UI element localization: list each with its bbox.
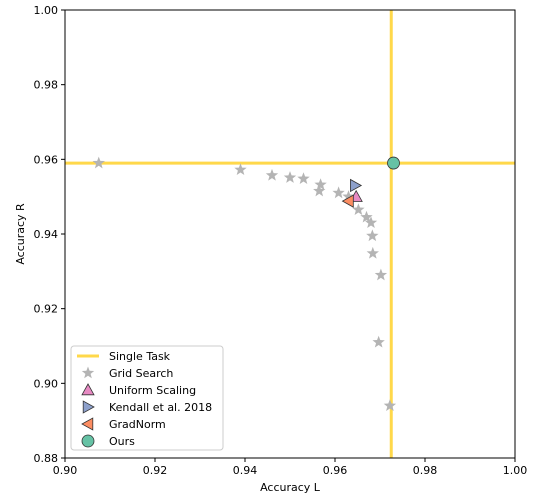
grid-search-point xyxy=(283,171,297,183)
legend-label: Kendall et al. 2018 xyxy=(109,401,212,414)
legend-marker-swatch xyxy=(81,434,95,448)
y-tick-label: 0.88 xyxy=(34,452,59,465)
grid-search-point xyxy=(92,156,105,169)
legend-label: Grid Search xyxy=(109,367,173,380)
ours-point xyxy=(387,156,400,170)
x-tick-label: 0.98 xyxy=(413,464,438,477)
data-points xyxy=(92,156,400,411)
y-tick-label: 0.96 xyxy=(34,153,59,166)
grid-search-point xyxy=(366,229,379,242)
y-tick-label: 1.00 xyxy=(34,4,59,17)
legend-marker-swatch xyxy=(81,366,95,379)
gradnorm-point xyxy=(341,194,354,208)
kendall-et-al-2018-point xyxy=(350,178,363,193)
legend-label: GradNorm xyxy=(109,418,166,431)
axis-ticks: 0.90 0.92 0.94 0.96 0.98 1.000.880.900.920.94… xyxy=(34,4,528,477)
grid-search-point xyxy=(383,399,397,411)
grid-search-point xyxy=(314,178,327,190)
grid-search-point xyxy=(297,172,310,185)
grid-search-point xyxy=(234,163,247,176)
single-task-lines xyxy=(65,10,515,458)
y-tick-label: 0.92 xyxy=(34,303,59,316)
grid-search-point xyxy=(374,268,388,281)
y-axis-label: Accuracy R xyxy=(14,203,27,265)
grid-search-point xyxy=(265,168,279,181)
x-axis-label: Accuracy L xyxy=(260,481,321,494)
grid-search-point xyxy=(360,210,373,223)
legend-marker-swatch xyxy=(81,417,94,431)
x-tick-label: 0.96 xyxy=(323,464,348,477)
y-tick-label: 0.98 xyxy=(34,79,59,92)
grid-search-point xyxy=(352,203,365,215)
grid-search-point xyxy=(364,216,378,229)
y-tick-label: 0.94 xyxy=(34,228,59,241)
grid-search-point xyxy=(342,190,355,202)
legend-label: Single Task xyxy=(109,350,171,363)
y-tick-label: 0.90 xyxy=(34,377,59,390)
x-tick-label: 0.90 xyxy=(53,464,78,477)
grid-search-point xyxy=(372,335,385,348)
legend-label: Uniform Scaling xyxy=(109,384,196,397)
legend-marker-swatch xyxy=(81,383,95,396)
x-tick-label: 1.00 xyxy=(503,464,528,477)
legend-box xyxy=(70,345,224,451)
x-tick-label: 0.94 xyxy=(233,464,258,477)
x-tick-label: 0.92 xyxy=(143,464,168,477)
grid-search-point xyxy=(313,184,326,197)
grid-search-point xyxy=(366,246,379,259)
legend-marker-swatch xyxy=(82,400,95,414)
legend-label: Ours xyxy=(109,435,135,448)
grid-search-point xyxy=(332,186,345,199)
legend: Single Task Grid Search Uniform Scaling Ken… xyxy=(70,345,224,451)
